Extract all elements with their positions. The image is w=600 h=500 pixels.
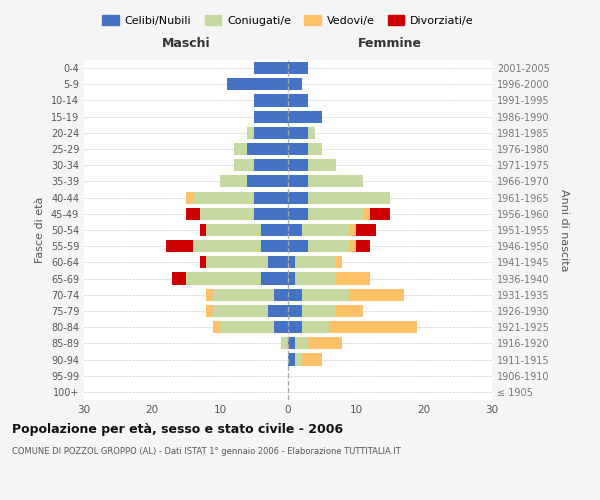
Bar: [308, 192, 390, 203]
Bar: [302, 288, 349, 301]
Bar: [200, 224, 206, 236]
Bar: [308, 208, 363, 220]
Bar: [302, 224, 349, 236]
Bar: [288, 127, 308, 139]
Bar: [302, 321, 329, 333]
Text: Maschi: Maschi: [161, 37, 211, 50]
Bar: [206, 305, 213, 317]
Bar: [308, 127, 315, 139]
Y-axis label: Anni di nascita: Anni di nascita: [559, 188, 569, 271]
Bar: [227, 78, 288, 90]
Bar: [172, 272, 186, 284]
Text: COMUNE DI POZZOL GROPPO (AL) - Dati ISTAT 1° gennaio 2006 - Elaborazione TUTTITA: COMUNE DI POZZOL GROPPO (AL) - Dati ISTA…: [12, 448, 401, 456]
Bar: [288, 288, 302, 301]
Bar: [356, 224, 376, 236]
Bar: [193, 192, 254, 203]
Text: Popolazione per età, sesso e stato civile - 2006: Popolazione per età, sesso e stato civil…: [12, 422, 343, 436]
Bar: [349, 240, 356, 252]
Bar: [288, 272, 295, 284]
Bar: [247, 127, 254, 139]
Bar: [308, 240, 349, 252]
Bar: [329, 321, 417, 333]
Bar: [335, 272, 370, 284]
Bar: [288, 143, 308, 155]
Bar: [288, 208, 308, 220]
Bar: [254, 127, 288, 139]
Bar: [295, 256, 335, 268]
Bar: [220, 321, 274, 333]
Bar: [261, 272, 288, 284]
Bar: [308, 176, 363, 188]
Bar: [288, 78, 302, 90]
Bar: [274, 321, 288, 333]
Bar: [268, 256, 288, 268]
Bar: [254, 208, 288, 220]
Y-axis label: Fasce di età: Fasce di età: [35, 197, 45, 263]
Bar: [200, 256, 206, 268]
Bar: [288, 192, 308, 203]
Bar: [363, 208, 370, 220]
Text: Femmine: Femmine: [358, 37, 422, 50]
Bar: [335, 305, 363, 317]
Bar: [206, 256, 268, 268]
Bar: [288, 305, 302, 317]
Bar: [254, 159, 288, 172]
Bar: [220, 176, 247, 188]
Bar: [200, 208, 254, 220]
Legend: Celibi/Nubili, Coniugati/e, Vedovi/e, Divorziati/e: Celibi/Nubili, Coniugati/e, Vedovi/e, Di…: [98, 10, 478, 30]
Bar: [288, 110, 322, 122]
Bar: [254, 62, 288, 74]
Bar: [288, 159, 308, 172]
Bar: [247, 143, 288, 155]
Bar: [254, 192, 288, 203]
Bar: [288, 354, 295, 366]
Bar: [213, 321, 220, 333]
Bar: [186, 192, 193, 203]
Bar: [233, 143, 247, 155]
Bar: [186, 208, 200, 220]
Bar: [254, 94, 288, 106]
Bar: [295, 354, 302, 366]
Bar: [308, 338, 343, 349]
Bar: [308, 143, 322, 155]
Bar: [349, 224, 356, 236]
Bar: [302, 305, 335, 317]
Bar: [302, 354, 322, 366]
Bar: [288, 62, 308, 74]
Bar: [268, 305, 288, 317]
Bar: [247, 176, 288, 188]
Bar: [281, 338, 288, 349]
Bar: [288, 224, 302, 236]
Bar: [166, 240, 193, 252]
Bar: [274, 288, 288, 301]
Bar: [206, 224, 261, 236]
Bar: [261, 224, 288, 236]
Bar: [233, 159, 254, 172]
Bar: [308, 159, 335, 172]
Bar: [349, 288, 404, 301]
Bar: [370, 208, 390, 220]
Bar: [288, 240, 308, 252]
Bar: [288, 338, 295, 349]
Bar: [254, 110, 288, 122]
Bar: [356, 240, 370, 252]
Bar: [288, 94, 308, 106]
Bar: [295, 272, 335, 284]
Bar: [288, 176, 308, 188]
Bar: [206, 288, 213, 301]
Bar: [193, 240, 261, 252]
Bar: [288, 256, 295, 268]
Bar: [261, 240, 288, 252]
Bar: [295, 338, 308, 349]
Bar: [186, 272, 261, 284]
Bar: [335, 256, 343, 268]
Bar: [213, 305, 268, 317]
Bar: [213, 288, 274, 301]
Bar: [288, 321, 302, 333]
